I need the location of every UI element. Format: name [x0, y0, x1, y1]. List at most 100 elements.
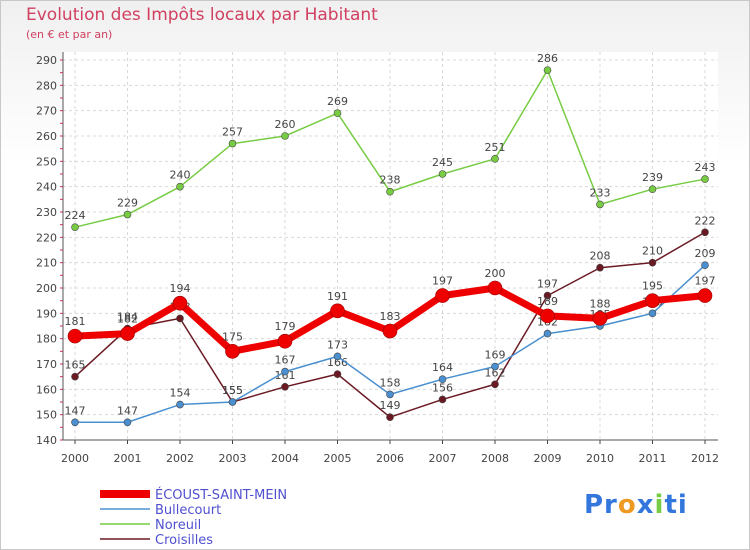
x-tick-label: 2011 [639, 452, 667, 465]
data-point-croisilles [333, 370, 342, 378]
data-point-bullecourt [176, 400, 184, 409]
x-tick-label: 2002 [166, 452, 194, 465]
legend-entry: ÉCOUST-SAINT-MEIN [155, 487, 287, 503]
data-label--coust-saint-mein: 191 [327, 290, 348, 303]
data-point-bullecourt [281, 367, 289, 376]
data-point-croisilles [701, 228, 709, 237]
x-tick-label: 2007 [429, 452, 457, 465]
data-point-noreuil [543, 66, 552, 74]
data-label-noreuil: 243 [695, 161, 716, 174]
data-label-bullecourt: 155 [222, 384, 243, 397]
data-label-croisilles: 197 [537, 278, 558, 291]
data-point-croisilles [71, 372, 79, 381]
x-tick-label: 2008 [481, 452, 509, 465]
y-tick-label: 140 [36, 434, 57, 447]
data-label--coust-saint-mein: 197 [695, 275, 716, 288]
data-point--coust-saint-mein [120, 326, 135, 341]
data-point-croisilles [438, 395, 447, 404]
data-point-croisilles [281, 382, 289, 391]
data-label-croisilles: 210 [642, 245, 663, 258]
x-tick-label: 2001 [114, 452, 142, 465]
data-label-bullecourt: 169 [485, 349, 506, 362]
data-label-bullecourt: 209 [695, 247, 716, 260]
y-tick-label: 240 [36, 181, 57, 194]
logo-part: o [617, 490, 637, 520]
data-label-croisilles: 184 [117, 311, 138, 324]
data-point-croisilles [386, 413, 394, 422]
data-point--coust-saint-mein [697, 288, 713, 303]
data-label--coust-saint-mein: 194 [170, 282, 191, 295]
logo-part: i [654, 490, 665, 520]
data-label-noreuil: 240 [170, 169, 191, 182]
y-tick-label: 210 [36, 257, 57, 270]
data-point-bullecourt [491, 362, 499, 371]
data-label-bullecourt: 164 [432, 361, 453, 374]
data-label-croisilles: 222 [695, 214, 716, 227]
data-label-noreuil: 229 [117, 197, 138, 210]
legend-entry: Croisilles [155, 533, 213, 548]
data-label-noreuil: 245 [432, 156, 453, 169]
data-label-croisilles: 162 [485, 366, 506, 379]
logo-part: ti [664, 490, 688, 520]
data-label--coust-saint-mein: 188 [590, 297, 611, 310]
data-point-noreuil [281, 132, 289, 140]
data-point-bullecourt [648, 309, 657, 318]
data-label--coust-saint-mein: 183 [380, 310, 401, 323]
data-point-bullecourt [386, 390, 394, 399]
proxiti-logo: Proxiti [584, 490, 688, 520]
data-point--coust-saint-mein [592, 311, 608, 326]
y-tick-label: 190 [36, 307, 57, 320]
data-label-noreuil: 224 [65, 209, 86, 222]
x-tick-label: 2010 [586, 452, 614, 465]
data-point-bullecourt [543, 329, 552, 338]
data-point--coust-saint-mein [172, 295, 188, 311]
x-tick-label: 2004 [271, 452, 299, 465]
y-tick-label: 280 [36, 79, 57, 92]
logo-part: x [636, 490, 655, 520]
data-label-croisilles: 149 [380, 399, 401, 412]
legend-entry: Noreuil [155, 518, 201, 533]
data-point--coust-saint-mein [382, 323, 398, 339]
y-tick-label: 250 [36, 155, 57, 168]
x-tick-label: 2006 [376, 452, 404, 465]
data-point-noreuil [123, 210, 132, 219]
data-point-bullecourt [228, 398, 237, 406]
data-label-bullecourt: 147 [117, 404, 138, 417]
data-point--coust-saint-mein [487, 280, 503, 296]
data-point--coust-saint-mein [67, 328, 83, 344]
data-label-noreuil: 269 [327, 95, 348, 108]
x-tick-label: 2005 [324, 452, 352, 465]
x-tick-label: 2000 [61, 452, 89, 465]
data-label--coust-saint-mein: 179 [275, 320, 296, 333]
y-tick-label: 180 [36, 333, 57, 346]
data-label-noreuil: 286 [537, 52, 558, 65]
y-tick-label: 290 [36, 54, 57, 67]
data-point-croisilles [176, 314, 184, 323]
data-point--coust-saint-mein [330, 303, 345, 319]
data-point-croisilles [648, 258, 657, 267]
data-point-bullecourt [438, 375, 447, 384]
y-tick-label: 220 [36, 231, 57, 244]
data-label-noreuil: 257 [222, 126, 243, 139]
data-point-noreuil [491, 155, 499, 163]
y-tick-label: 170 [36, 358, 57, 371]
y-tick-label: 260 [36, 130, 57, 143]
x-tick-label: 2012 [691, 452, 719, 465]
data-label--coust-saint-mein: 195 [642, 280, 663, 293]
data-label-bullecourt: 147 [65, 404, 86, 417]
data-point-croisilles [543, 291, 552, 300]
data-label-bullecourt: 173 [327, 338, 348, 351]
data-label-bullecourt: 154 [170, 387, 191, 400]
data-point-noreuil [648, 185, 657, 193]
data-point--coust-saint-mein [225, 344, 240, 359]
data-point-noreuil [701, 175, 709, 183]
data-point-croisilles [596, 263, 604, 272]
data-label-noreuil: 251 [485, 141, 506, 154]
data-point-noreuil [596, 200, 604, 209]
data-label--coust-saint-mein: 175 [222, 330, 243, 343]
data-point-noreuil [228, 139, 237, 148]
data-label-noreuil: 260 [275, 118, 296, 131]
data-point-bullecourt [701, 261, 709, 270]
data-point-noreuil [333, 109, 342, 117]
